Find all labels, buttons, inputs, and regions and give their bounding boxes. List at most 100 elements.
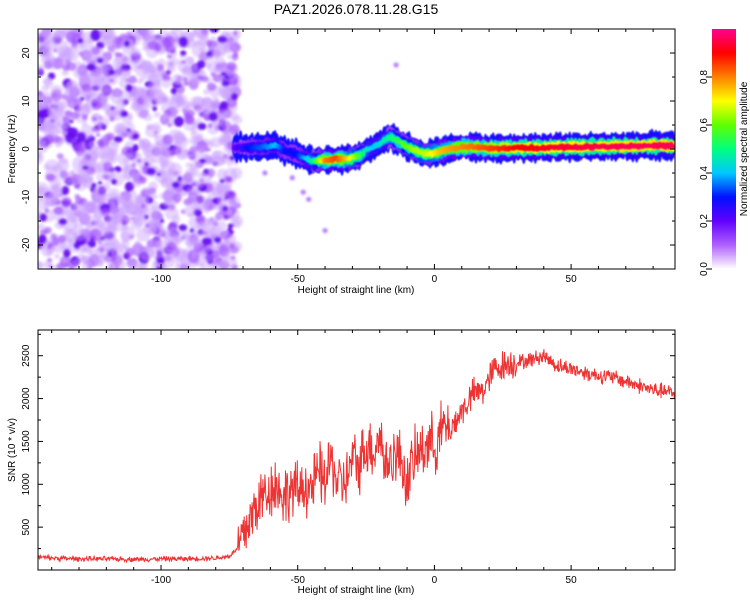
spectrogram-xtick-label: 0 xyxy=(432,274,438,285)
noise-speckle xyxy=(197,75,203,80)
noise-speckle xyxy=(224,41,236,52)
noise-speckle xyxy=(139,245,154,261)
noise-speckle xyxy=(124,163,133,172)
noise-speckle xyxy=(129,190,137,200)
snr-ytick-label: 500 xyxy=(21,518,32,535)
noise-speckle xyxy=(163,198,170,207)
noise-speckle xyxy=(87,240,97,248)
noise-speckle xyxy=(201,237,213,246)
noise-speckle xyxy=(223,131,230,138)
snr-ytick-label: 1500 xyxy=(21,430,32,453)
noise-speckle xyxy=(61,124,67,131)
noise-speckle xyxy=(207,55,214,62)
noise-speckle xyxy=(230,167,243,180)
noise-speckle xyxy=(99,145,115,164)
noise-speckle xyxy=(91,125,102,133)
noise-speckle xyxy=(192,121,199,127)
snr-ticks: -100 -50 0 50 500 1000 1500 2000 2500 xyxy=(21,330,675,586)
noise-speckle xyxy=(206,82,217,92)
noise-speckle xyxy=(44,77,54,88)
noise-speckle xyxy=(50,118,56,123)
noise-speckle xyxy=(262,170,268,176)
noise-speckle xyxy=(79,74,91,84)
colorbar-strip xyxy=(712,29,736,269)
noise-speckle xyxy=(48,94,60,105)
noise-speckle xyxy=(144,162,149,167)
noise-speckle xyxy=(187,249,200,264)
noise-speckle xyxy=(216,196,222,203)
noise-speckle xyxy=(163,114,171,120)
noise-speckle xyxy=(115,110,122,115)
snr-xtick-label: 0 xyxy=(432,575,438,586)
noise-speckle xyxy=(85,92,99,104)
noise-speckle xyxy=(113,122,128,137)
noise-speckle xyxy=(190,131,199,138)
noise-speckle xyxy=(54,142,62,148)
noise-speckle xyxy=(161,248,176,260)
noise-speckle xyxy=(199,262,208,269)
noise-speckle xyxy=(38,153,42,161)
noise-speckle xyxy=(149,220,159,229)
noise-speckle xyxy=(197,122,207,130)
noise-speckle xyxy=(69,169,76,176)
noise-speckle xyxy=(120,110,129,118)
snr-ylabel: SNR (10 * v/v) xyxy=(7,418,18,482)
noise-speckle xyxy=(43,134,55,145)
noise-speckle xyxy=(131,133,140,140)
noise-speckle xyxy=(38,261,44,269)
noise-speckle xyxy=(201,97,212,108)
noise-speckle xyxy=(116,197,124,203)
noise-speckle xyxy=(119,66,124,72)
noise-speckle xyxy=(69,229,77,236)
noise-speckle xyxy=(230,255,236,260)
noise-speckle xyxy=(210,72,216,77)
noise-speckle xyxy=(146,167,156,176)
noise-speckle xyxy=(76,131,87,143)
noise-speckle xyxy=(199,158,207,164)
noise-speckle xyxy=(191,41,206,58)
noise-speckle xyxy=(213,236,222,244)
noise-speckle xyxy=(228,75,236,81)
snr-ytick-label: 2500 xyxy=(21,344,32,367)
spectrogram-xtick-label: -50 xyxy=(290,274,305,285)
noise-speckle xyxy=(93,209,104,221)
noise-speckle xyxy=(125,84,133,92)
noise-speckle xyxy=(47,244,53,250)
noise-speckle xyxy=(81,83,92,93)
spectrogram-ytick-label: -20 xyxy=(21,237,32,252)
noise-speckle xyxy=(210,36,216,41)
noise-speckle xyxy=(168,221,179,231)
noise-speckle xyxy=(45,173,56,182)
spectrogram-ytick-label: 0 xyxy=(21,146,32,152)
noise-speckle xyxy=(43,124,56,138)
noise-speckle xyxy=(232,220,242,229)
noise-speckle xyxy=(183,77,188,82)
noise-speckle xyxy=(56,262,67,269)
noise-speckle xyxy=(173,116,184,127)
noise-speckle xyxy=(136,158,142,163)
spectrogram-xlabel: Height of straight line (km) xyxy=(298,285,415,296)
noise-speckle xyxy=(197,133,204,139)
noise-speckle xyxy=(231,92,238,101)
noise-speckle xyxy=(80,246,88,252)
noise-speckle xyxy=(184,114,195,125)
noise-speckle xyxy=(38,234,47,245)
noise-speckle xyxy=(218,108,225,115)
noise-speckle xyxy=(38,93,48,107)
noise-speckle xyxy=(81,119,88,127)
noise-speckle xyxy=(175,96,185,107)
noise-speckle xyxy=(179,55,185,59)
noise-speckle xyxy=(393,62,399,68)
colorbar: 0.0 0.2 0.4 0.6 0.8 Normalized spectral ampl… xyxy=(699,29,750,276)
snr-xtick-label: -50 xyxy=(290,575,305,586)
noise-speckle xyxy=(38,64,45,73)
noise-speckle xyxy=(64,88,77,100)
noise-speckle xyxy=(228,196,240,206)
noise-speckle xyxy=(223,239,231,248)
noise-speckle xyxy=(44,207,50,214)
snr-xtick-label: -100 xyxy=(151,575,171,586)
noise-speckle xyxy=(73,29,81,34)
noise-speckle xyxy=(163,35,175,48)
noise-speckle xyxy=(128,75,137,84)
